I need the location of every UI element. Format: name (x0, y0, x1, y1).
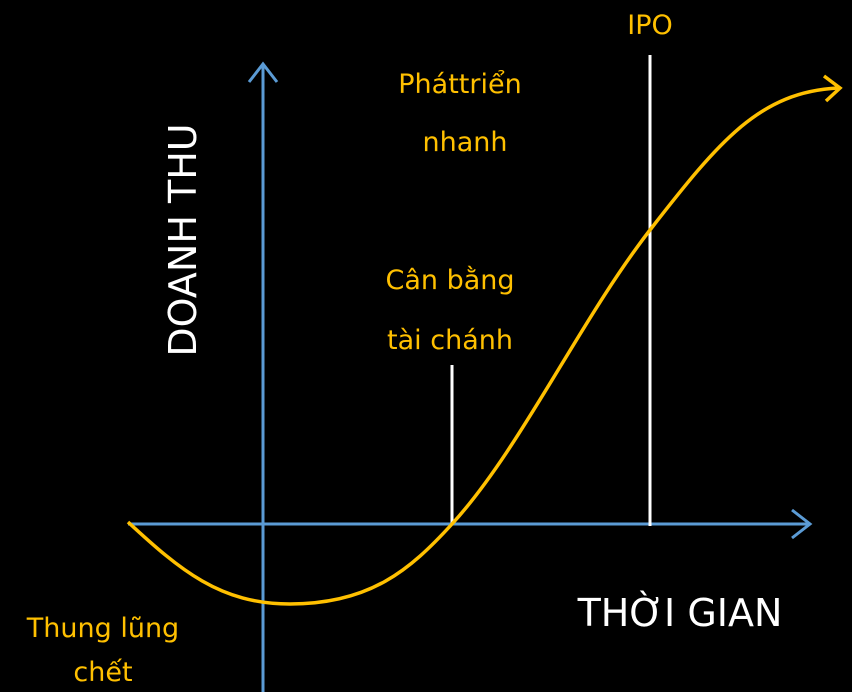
x-axis-label: THỜI GIAN (577, 591, 783, 635)
x-axis-arrow (791, 508, 813, 540)
fast-growth-label: Pháttriển (398, 69, 521, 100)
fast-growth-label: nhanh (423, 127, 508, 158)
valley-label: chết (73, 657, 132, 688)
valley-label: Thung lũng (26, 613, 179, 644)
y-axis-arrow (247, 61, 279, 83)
revenue-curve (126, 86, 839, 606)
ipo-label: IPO (627, 10, 673, 41)
y-axis-label: DOANH THU (161, 123, 205, 356)
break-even-label: Cân bằng (385, 265, 514, 296)
curve-arrow (822, 74, 843, 103)
break-even-label: tài chánh (387, 325, 513, 356)
